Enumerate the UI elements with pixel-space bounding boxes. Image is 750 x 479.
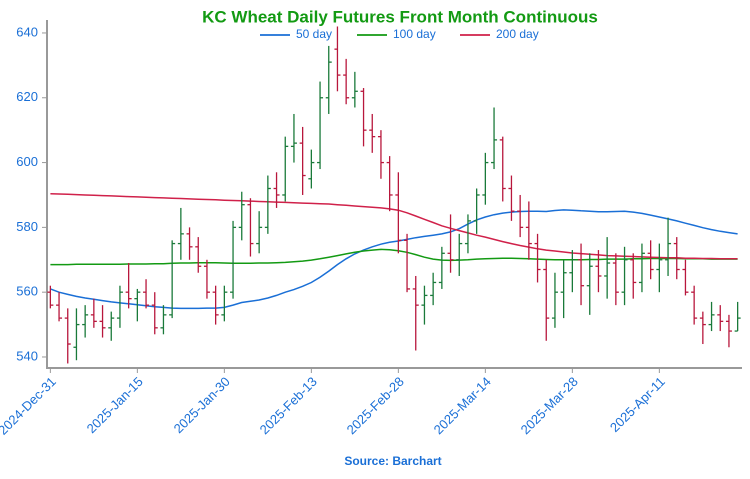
legend-label: 100 day — [393, 27, 436, 41]
x-tick-label: 2025-Mar-14 — [431, 374, 494, 437]
x-tick-label: 2025-Feb-13 — [257, 374, 320, 437]
ma-line — [50, 209, 738, 310]
source: Source: Barchart — [344, 454, 441, 468]
x-tick-label: 2025-Jan-30 — [171, 374, 233, 436]
legend-label: 50 day — [296, 27, 332, 41]
ma-line — [50, 248, 738, 266]
y-tick-label: 600 — [16, 154, 38, 169]
y-tick-label: 640 — [16, 24, 38, 39]
x-tick-label: 2025-Mar-28 — [518, 374, 581, 437]
x-tick-label: 2024-Dec-31 — [0, 374, 59, 438]
x-tick-label: 2025-Jan-15 — [84, 374, 146, 436]
chart-title: KC Wheat Daily Futures Front Month Conti… — [202, 7, 598, 26]
legend-label: 200 day — [496, 27, 539, 41]
x-tick-label: 2025-Feb-28 — [344, 374, 407, 437]
y-tick-label: 620 — [16, 89, 38, 104]
y-tick-label: 580 — [16, 219, 38, 234]
ma-line — [50, 192, 738, 260]
y-tick-label: 540 — [16, 348, 38, 363]
x-tick-label: 2025-Apr-11 — [607, 374, 668, 435]
y-tick-label: 560 — [16, 284, 38, 299]
